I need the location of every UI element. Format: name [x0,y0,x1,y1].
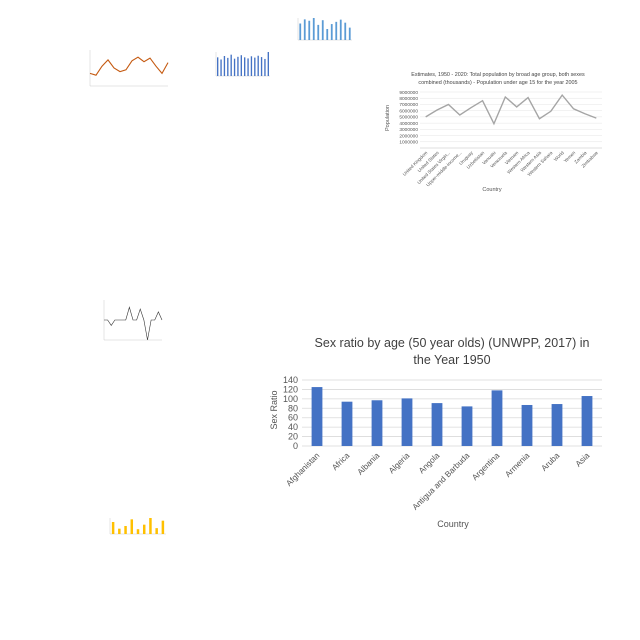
main-bar [461,406,473,446]
thumb-top-bar [312,18,315,40]
main-xtick-label: Africa [330,451,351,472]
thumb-yellow-bar [161,520,165,534]
thumb-bar2-bar [257,55,259,76]
main-xtick-label: Argentina [470,451,501,482]
thumb-bar2-bar [247,58,249,76]
population-ytick-label: 6000000 [399,108,418,114]
thumb-top-bar [317,24,320,40]
thumb-bar2-bar [260,57,263,76]
thumb-yellow-bar [118,528,121,534]
main-ytick-label: 20 [288,432,298,442]
thumb-top-bar [308,20,311,40]
thumb-bar2-chart [210,44,274,84]
thumb-bar2-bar [267,52,269,76]
thumb-bar2-bar [250,56,253,76]
thumb-bar2-bar [223,56,226,76]
main-bar [581,396,593,446]
thumb-yellow-bar [130,519,134,534]
main-xtick-label: Antigua and Barbuda [411,451,472,512]
thumb-spike-series-line [104,306,163,341]
population-ytick-label: 4000000 [399,121,418,127]
thumb-yellow-plot [109,518,166,535]
thumb-bar2-bar [264,58,266,76]
thumb-bar2-bar [240,55,242,76]
main-bar [431,403,443,446]
thumb-bar2-bar [233,58,236,76]
thumb-line-series-line [89,56,169,76]
thumb-bar2-plot [215,52,270,77]
thumb-bar2-bar [230,54,232,76]
thumb-top-bar [335,21,338,40]
thumb-line-chart [82,40,172,98]
thumb-spike-plot [103,300,163,341]
main-xtick-label: Afghanistan [284,451,321,488]
thumb-top-bar [326,29,329,40]
thumb-yellow-bar [136,529,140,534]
population-ytick-label: 8000000 [399,96,418,102]
population-ytick-label: 2000000 [399,133,418,139]
main-ytick-label: 60 [288,413,298,423]
thumb-top-chart [290,10,360,50]
thumb-bar2-bar [244,57,246,76]
population-ytick-label: 3000000 [399,127,418,133]
main-ylabel: Sex Ratio [269,390,279,429]
main-xtick-label: Armenia [503,451,531,479]
thumb-top-bar [330,24,333,40]
population-plot: Estimates, 1950 - 2020: Total population… [385,72,602,193]
main-ytick-label: 120 [283,384,298,394]
thumb-bar2-bar [227,57,229,76]
thumb-yellow-chart [104,504,170,550]
thumb-top-bar [321,20,324,40]
thumb-top-bar [299,23,302,40]
population-series-line [425,93,597,126]
thumb-yellow-bar [124,526,127,534]
thumb-top-bar [348,27,351,40]
main-bar [401,398,413,446]
thumb-yellow-bar [155,528,158,534]
thumb-yellow-bar [111,522,115,534]
thumb-top-bar [303,19,306,40]
main-xlabel: Country [437,519,469,529]
thumb-bar2-bar [217,57,219,76]
thumb-line-plot [89,50,169,87]
thumb-bar2-bar [254,57,256,76]
thumb-bar2-bar [237,56,239,76]
thumb-yellow-bar [149,518,152,534]
main-title-line1: Sex ratio by age (50 year olds) (UNWPP, … [315,336,590,350]
main-xtick-label: Aruba [540,451,562,473]
thumb-top-bar [344,22,347,40]
population-title-line1: Estimates, 1950 - 2020: Total population… [411,72,585,78]
main-xtick-label: Algeria [387,451,412,476]
population-ytick-label: 5000000 [399,115,418,121]
main-bar [491,390,503,446]
thumb-spike-chart [96,296,166,346]
population-ytick-label: 1000000 [399,140,418,146]
main-ytick-label: 80 [288,403,298,413]
main-ytick-label: 40 [288,422,298,432]
main-bar [521,404,533,446]
thumb-yellow-bar [142,524,146,534]
thumb-top-plot [297,18,352,41]
population-ytick-label: 9000000 [399,90,418,96]
sex-ratio-plot: Sex ratio by age (50 year olds) (UNWPP, … [269,336,602,529]
main-xtick-label: Angola [417,451,442,476]
population-title-line2: combined (thousands) - Population under … [418,80,577,86]
main-xtick-label: Albania [356,451,382,477]
main-xtick-label: Asia [574,451,592,469]
sex-ratio-chart: Sex ratio by age (50 year olds) (UNWPP, … [262,328,612,534]
population-ytick-label: 7000000 [399,102,418,108]
population-chart: Estimates, 1950 - 2020: Total population… [380,68,610,196]
main-bar [551,404,563,446]
thumb-top-bar [339,19,342,40]
main-ytick-label: 100 [283,394,298,404]
main-bar [311,387,323,446]
population-ylabel: Population [385,105,391,131]
main-ytick-label: 0 [293,441,298,451]
main-bar [371,400,383,446]
main-title-line2: the Year 1950 [413,353,490,367]
main-ytick-label: 140 [283,375,298,385]
population-xlabel: Country [482,187,502,193]
thumb-bar2-bar [220,59,222,76]
main-bar [341,401,353,446]
